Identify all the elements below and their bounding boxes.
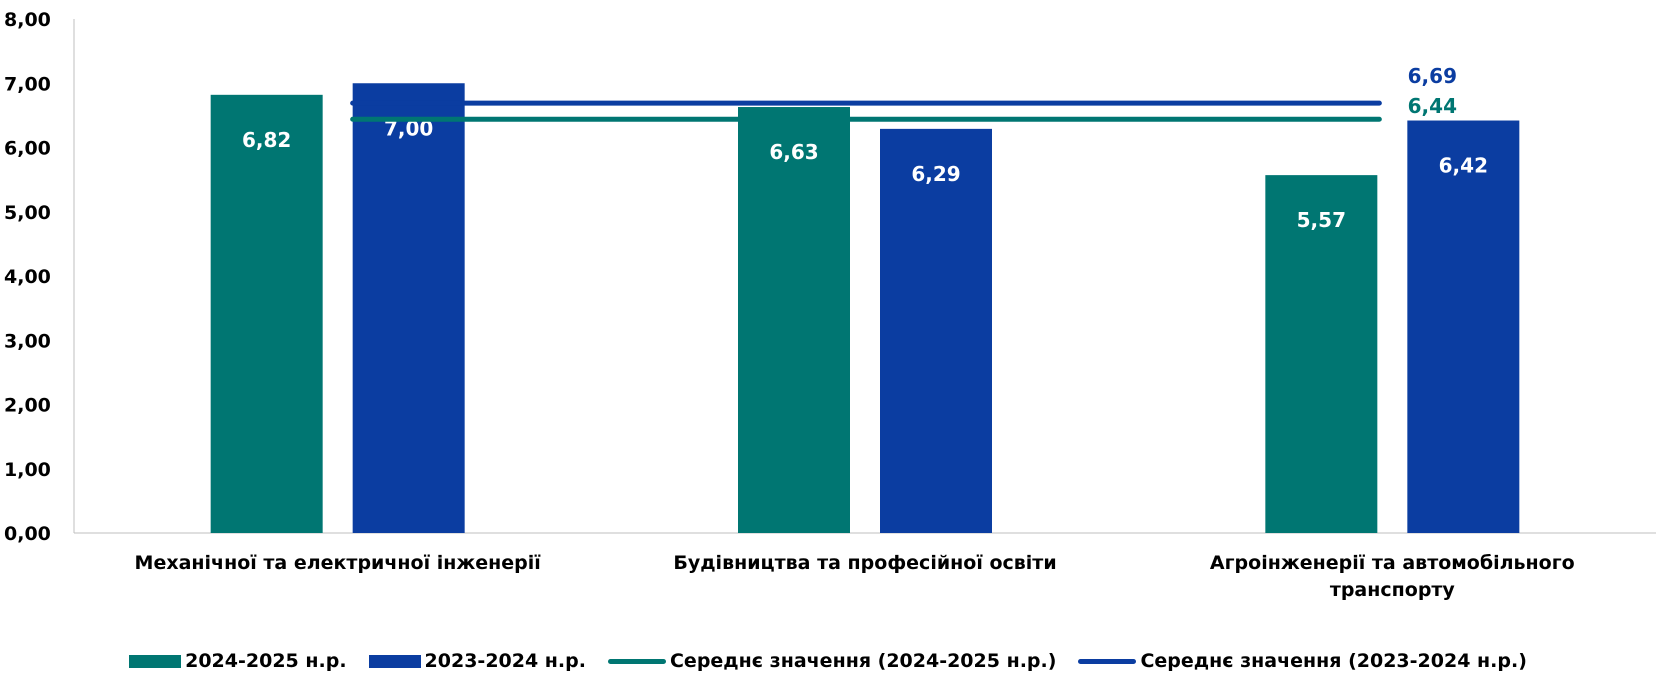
data-label: 6,63 [769, 140, 818, 164]
y-tick-label: 2,00 [4, 395, 51, 417]
legend-swatch-series-1 [129, 654, 182, 668]
x-tick-label: Агроінженерії та автомобільного [1210, 552, 1575, 574]
y-tick-label: 7,00 [4, 73, 51, 95]
legend-label-series-2: 2023-2024 н.р. [424, 650, 586, 672]
chart-area: 0,00 1,00 2,00 3,00 4,00 5,00 6,00 7,00 8,00 6,82… [4, 9, 1656, 601]
legend-item-series-2: 2023-2024 н.р. [368, 650, 586, 672]
y-tick-label: 0,00 [4, 523, 51, 545]
y-tick-label: 8,00 [4, 9, 51, 31]
legend-swatch-series-2 [368, 654, 421, 668]
average-label: 6,44 [1408, 94, 1457, 118]
y-tick-label: 3,00 [4, 330, 51, 352]
legend-label-average-1: Середнє значення (2024-2025 н.р.) [669, 650, 1057, 672]
data-label: 5,57 [1297, 208, 1346, 232]
legend-label-average-2: Середнє значення (2023-2024 н.р.) [1140, 650, 1527, 672]
data-label: 6,82 [242, 128, 291, 152]
x-tick-label: транспорту [1330, 579, 1456, 601]
legend-swatch-average-2 [1078, 658, 1137, 664]
legend-swatch-average-1 [607, 658, 666, 664]
average-label: 6,69 [1408, 64, 1457, 88]
bar [1407, 120, 1520, 533]
y-tick-label: 1,00 [4, 459, 51, 481]
legend: 2024-2025 н.р. 2023-2024 н.р. Середнє зн… [0, 648, 1656, 674]
legend-item-average-1: Середнє значення (2024-2025 н.р.) [607, 650, 1057, 672]
data-label: 6,42 [1439, 154, 1488, 178]
y-tick-label: 6,00 [4, 138, 51, 160]
legend-item-series-1: 2024-2025 н.р. [129, 650, 347, 672]
legend-label-series-1: 2024-2025 н.р. [185, 650, 347, 672]
x-tick-label: Механічної та електричної інженерії [135, 552, 542, 574]
x-tick-label: Будівництва та професійної освіти [673, 552, 1056, 574]
bar [880, 128, 992, 533]
bar [352, 83, 465, 533]
y-tick-label: 5,00 [4, 202, 51, 224]
bar [738, 107, 850, 534]
y-tick-label: 4,00 [4, 266, 51, 288]
legend-item-average-2: Середнє значення (2023-2024 н.р.) [1078, 650, 1527, 672]
bar [1265, 175, 1378, 533]
data-label: 6,29 [911, 162, 960, 186]
bar [210, 94, 323, 533]
